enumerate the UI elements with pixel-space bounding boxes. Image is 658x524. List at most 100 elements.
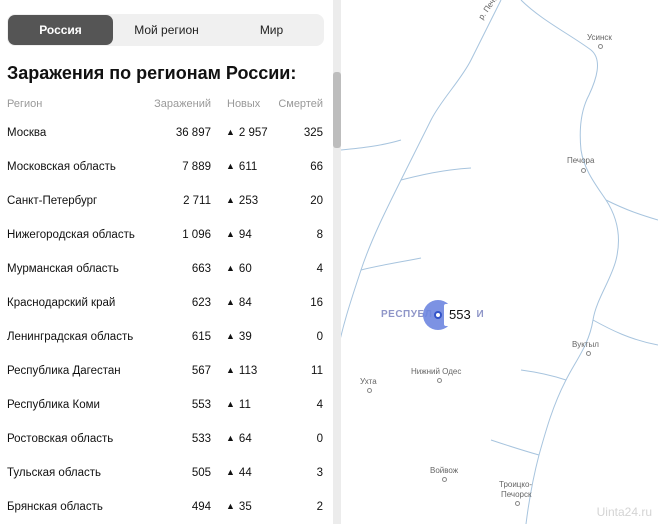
city-marker	[586, 351, 591, 356]
up-arrow-icon: ▲	[226, 229, 235, 239]
deaths-count: 0	[316, 331, 323, 343]
up-arrow-icon: ▲	[226, 331, 235, 341]
city-marker	[581, 168, 586, 173]
city-label-voyvozh: Войвож	[430, 466, 459, 475]
region-name: Ленинградская область	[7, 331, 134, 343]
table-row[interactable]: Республика Коми 553 ▲ 11 4	[0, 395, 333, 429]
new-cases: ▲ 253	[226, 191, 258, 211]
total-cases: 663	[191, 263, 211, 275]
region-name: Московская область	[7, 161, 116, 173]
column-header-total: Заражений	[154, 98, 211, 110]
region-name: Республика Коми	[7, 399, 100, 411]
region-name: Брянская область	[7, 501, 103, 513]
deaths-count: 16	[310, 297, 323, 309]
new-cases: ▲ 35	[226, 497, 252, 517]
total-cases: 2 711	[183, 195, 211, 207]
deaths-count: 325	[303, 127, 323, 139]
region-name: Ростовская область	[7, 433, 114, 445]
total-cases: 505	[191, 467, 211, 479]
city-marker	[515, 501, 520, 506]
column-header-new: Новых	[227, 98, 261, 110]
region-name: Санкт-Петербург	[7, 195, 98, 207]
new-cases: ▲ 39	[226, 327, 252, 347]
city-label-usinsk: Усинск	[587, 33, 612, 42]
total-cases: 533	[191, 433, 211, 445]
table-row[interactable]: Нижегородская область 1 096 ▲ 94 8	[0, 225, 333, 259]
total-cases: 36 897	[175, 127, 211, 139]
deaths-count: 66	[310, 161, 323, 173]
new-cases-value: 35	[238, 501, 252, 513]
region-name: Москва	[7, 127, 47, 139]
tab-world[interactable]: Мир	[259, 23, 284, 37]
table-row[interactable]: Брянская область 494 ▲ 35 2	[0, 497, 333, 524]
region-name: Республика Дагестан	[7, 365, 121, 377]
up-arrow-icon: ▲	[226, 263, 235, 273]
new-cases-value: 253	[238, 195, 259, 207]
deaths-count: 8	[316, 229, 323, 241]
table-row[interactable]: Краснодарский край 623 ▲ 84 16	[0, 293, 333, 327]
table-row[interactable]: Московская область 7 889 ▲ 611 66	[0, 157, 333, 191]
column-header-region: Регион	[7, 98, 43, 110]
new-cases: ▲ 44	[226, 463, 252, 483]
stats-panel: Россия Мой регион Мир Заражения по регио…	[0, 14, 333, 524]
map-rivers	[341, 0, 658, 524]
total-cases: 615	[191, 331, 211, 343]
region-name: Тульская область	[7, 467, 102, 479]
new-cases: ▲ 94	[226, 225, 252, 245]
total-cases: 494	[191, 501, 211, 513]
city-marker	[367, 388, 372, 393]
new-cases-value: 84	[238, 297, 252, 309]
up-arrow-icon: ▲	[226, 127, 235, 137]
tab-my-region[interactable]: Мой регион	[134, 23, 199, 37]
up-arrow-icon: ▲	[226, 433, 235, 443]
table-row[interactable]: Республика Дагестан 567 ▲ 113 11	[0, 361, 333, 395]
tab-russia[interactable]: Россия	[8, 15, 113, 45]
city-label-ukhta: Ухта	[360, 377, 377, 386]
city-marker	[442, 477, 447, 482]
region-tabs: Россия Мой регион Мир	[7, 14, 324, 46]
up-arrow-icon: ▲	[226, 399, 235, 409]
new-cases-value: 94	[238, 229, 252, 241]
table-row[interactable]: Ростовская область 533 ▲ 64 0	[0, 429, 333, 463]
table-row[interactable]: Санкт-Петербург 2 711 ▲ 253 20	[0, 191, 333, 225]
region-name: Краснодарский край	[7, 297, 116, 309]
up-arrow-icon: ▲	[226, 501, 235, 511]
deaths-count: 4	[316, 263, 323, 275]
new-cases: ▲ 2 957	[226, 123, 268, 143]
total-cases: 1 096	[182, 229, 211, 241]
region-name: Нижегородская область	[7, 229, 135, 241]
new-cases-value: 113	[238, 365, 258, 377]
new-cases: ▲ 84	[226, 293, 252, 313]
region-name: Мурманская область	[7, 263, 119, 275]
up-arrow-icon: ▲	[226, 297, 235, 307]
table-row[interactable]: Мурманская область 663 ▲ 60 4	[0, 259, 333, 293]
new-cases-value: 39	[238, 331, 252, 343]
deaths-count: 2	[316, 501, 323, 513]
scrollbar[interactable]	[333, 0, 341, 524]
watermark: Uinta24.ru	[596, 505, 652, 519]
city-label-pechora: Печора	[567, 156, 595, 165]
table-row[interactable]: Москва 36 897 ▲ 2 957 325	[0, 123, 333, 157]
city-label-nizhny-odes: Нижний Одес	[411, 367, 462, 376]
table-row[interactable]: Тульская область 505 ▲ 44 3	[0, 463, 333, 497]
region-label: РЕСПУБЛ И	[381, 309, 485, 320]
scrollbar-thumb[interactable]	[333, 72, 341, 148]
city-label-troitsko: Троицко-	[499, 480, 533, 489]
total-cases: 567	[191, 365, 211, 377]
total-cases: 553	[191, 399, 211, 411]
new-cases-value: 611	[238, 161, 258, 173]
deaths-count: 11	[311, 365, 323, 377]
new-cases-value: 60	[238, 263, 252, 275]
table-row[interactable]: Ленинградская область 615 ▲ 39 0	[0, 327, 333, 361]
new-cases: ▲ 113	[226, 361, 257, 381]
new-cases: ▲ 11	[226, 395, 251, 415]
total-cases: 7 889	[182, 161, 211, 173]
location-marker-icon[interactable]	[434, 311, 442, 319]
deaths-count: 3	[316, 467, 323, 479]
city-label-pechorsk: Печорск	[501, 490, 532, 499]
map-view[interactable]: р. Печ... Усинск Печора Вуктыл Ухта Нижн…	[341, 0, 658, 524]
city-label-vuktyl: Вуктыл	[572, 340, 599, 349]
up-arrow-icon: ▲	[226, 365, 235, 375]
new-cases-value: 2 957	[238, 127, 268, 139]
new-cases: ▲ 64	[226, 429, 252, 449]
